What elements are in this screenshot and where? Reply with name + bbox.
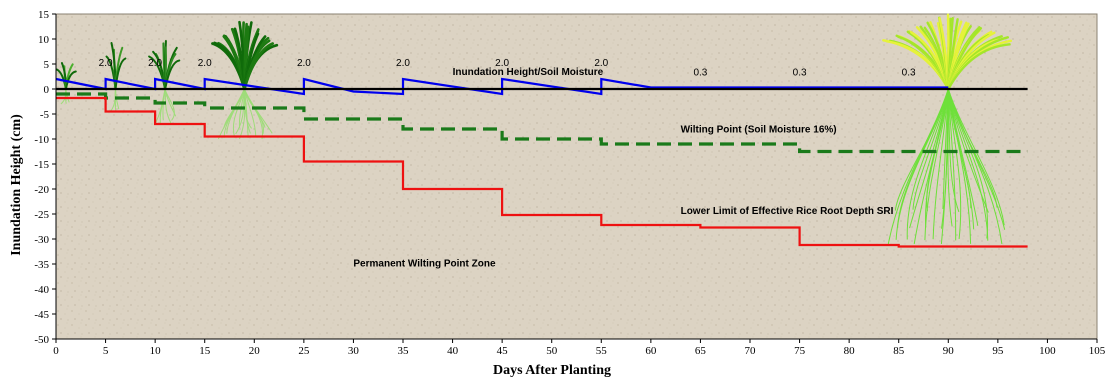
leaf-blade [947,43,1011,91]
x-tick-label: 10 [150,345,162,357]
y-tick-label: 15 [38,9,50,21]
root-strand [947,88,1003,244]
y-axis-title: Inundation Height (cm) [9,114,24,256]
root-strand [947,88,1005,226]
x-tick-label: 70 [745,345,757,357]
series-lines [55,77,1028,248]
depth-label: 2.0 [594,58,608,69]
x-tick-label: 75 [794,345,806,357]
depth-label: 2.0 [148,58,162,69]
rice-plant-tillering [211,20,279,140]
y-tick-label: -25 [34,209,49,221]
leaf-blade [243,42,274,91]
y-tick-label: -45 [34,309,49,321]
depth-label: 2.0 [99,58,113,69]
plot-area [55,13,1098,340]
depth-label: 2.0 [198,58,212,69]
root-strand [164,88,175,121]
x-tick-label: 30 [348,345,360,357]
x-tick-label: 0 [53,345,59,357]
y-tick-label: -50 [34,334,49,346]
depth-label: 0.3 [902,68,916,79]
x-tick-label: 40 [447,345,459,357]
leaf-blade [164,59,181,90]
rice-plant-young [148,40,181,125]
root-strand [947,88,960,213]
x-tick-label: 85 [893,345,905,357]
depth-label: 0.3 [793,68,807,79]
root-strand [947,88,957,241]
root-strand [924,88,949,241]
series-line-2 [56,92,1028,154]
root-strand [947,88,989,213]
x-tick-label: 5 [103,345,109,357]
annotation-label: Permanent Wilting Point Zone [353,259,496,270]
root-strand [947,88,962,239]
y-tick-label: -30 [34,234,49,246]
x-tick-label: 15 [199,345,211,357]
x-tick-label: 45 [497,345,509,357]
plot-background [55,13,1098,340]
depth-label: 0.3 [693,68,707,79]
annotation-label: Lower Limit of Effective Rice Root Depth… [681,206,894,217]
x-tick-label: 50 [546,345,558,357]
y-tick-label: -40 [34,284,49,296]
y-tick-label: -15 [34,159,49,171]
series-line-3 [56,96,1028,248]
leaf-blade [64,70,77,90]
root-strand [932,88,949,240]
root-strand [243,88,273,134]
y-tick-label: -35 [34,259,49,271]
x-tick-label: 105 [1089,345,1106,357]
x-tick-label: 100 [1039,345,1056,357]
rice-plant-seedling [55,62,77,105]
y-tick-label: -20 [34,184,49,196]
chart-labels: Inundation Height/Soil Moisture Wilting P… [99,58,916,270]
y-tick-label: -5 [40,109,50,121]
annotation-label: Inundation Height/Soil Moisture [453,67,604,78]
x-tick-label: 90 [943,345,955,357]
x-tick-label: 25 [298,345,310,357]
axes: 0 5 10 15 20 25 30 35 40 45 50 55 60 65 70 75 80 85 90 95 10… [34,9,1105,357]
root-strand [947,88,989,241]
series-line-0 [55,77,949,96]
x-tick-label: 65 [695,345,707,357]
depth-label: 2.0 [495,58,509,69]
annotation-label: Wilting Point (Soil Moisture 16%) [681,125,837,136]
x-tick-label: 20 [249,345,261,357]
x-tick-label: 35 [398,345,410,357]
root-strand [65,88,67,104]
rice-plant-mature [882,13,1013,245]
x-tick-label: 95 [992,345,1004,357]
leaf-blade [114,57,127,90]
y-tick-label: 0 [44,84,50,96]
x-tick-label: 60 [645,345,657,357]
root-strand [114,88,117,112]
depth-label: 2.0 [297,58,311,69]
x-tick-label: 55 [596,345,608,357]
y-tick-label: 5 [44,59,50,71]
x-tick-label: 80 [844,345,856,357]
rice-plants [55,13,1013,245]
y-tick-label: 10 [38,34,50,46]
depth-label: 2.0 [396,58,410,69]
root-strand [906,88,949,240]
y-tick-label: -10 [34,134,49,146]
x-axis-title: Days After Planting [493,363,611,378]
